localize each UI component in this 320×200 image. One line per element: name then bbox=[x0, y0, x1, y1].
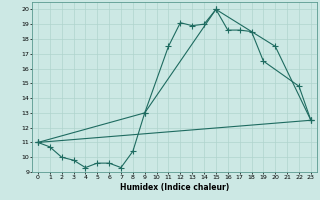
X-axis label: Humidex (Indice chaleur): Humidex (Indice chaleur) bbox=[120, 183, 229, 192]
